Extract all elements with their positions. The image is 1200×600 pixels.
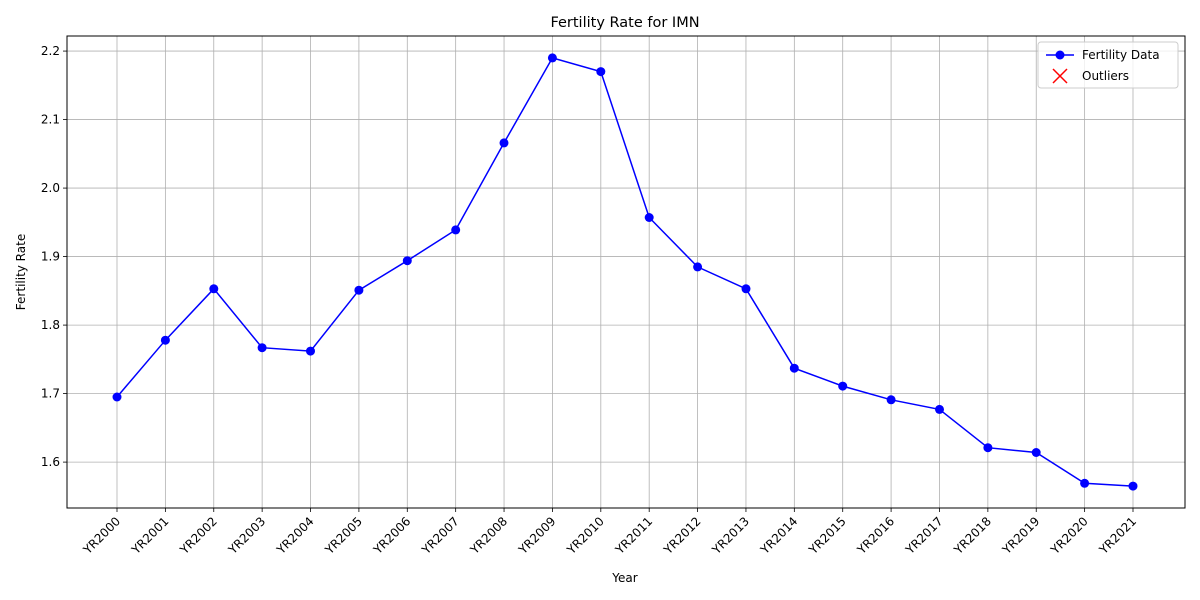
data-point	[596, 67, 606, 77]
data-point	[886, 395, 896, 405]
data-point	[644, 213, 654, 222]
y-tick-label: 2.0	[41, 181, 60, 195]
data-point	[935, 404, 944, 414]
legend-marker-icon	[1055, 50, 1065, 60]
legend-outlier-x-icon	[1052, 68, 1068, 84]
y-axis-label: Fertility Rate	[14, 234, 28, 310]
legend: Fertility Data Outliers	[1037, 41, 1179, 89]
legend-box	[1037, 41, 1179, 89]
chart-title: Fertility Rate for IMN	[550, 15, 699, 31]
data-point	[306, 346, 315, 356]
legend-label-fertility-data: Fertility Data	[1082, 48, 1160, 62]
data-point	[499, 138, 509, 148]
data-point	[741, 284, 751, 294]
data-point	[451, 225, 461, 235]
data-point	[257, 343, 267, 353]
axes-frame	[66, 35, 1186, 509]
y-tick-label: 1.9	[41, 250, 60, 264]
series-markers	[112, 53, 1138, 491]
data-point	[693, 262, 703, 272]
y-axis-ticks: 1.6 1.7 1.8 1.9 2.0 2.1 2.2	[41, 44, 67, 469]
series-line-fertility-data	[116, 57, 1134, 487]
y-tick-label: 2.1	[41, 113, 60, 127]
data-point	[354, 285, 364, 295]
data-point	[1080, 478, 1090, 488]
data-point	[160, 335, 170, 345]
data-point	[547, 53, 557, 63]
grid-lines	[67, 36, 1185, 508]
data-point	[209, 284, 219, 294]
y-tick-label: 2.2	[41, 44, 60, 58]
data-point	[1128, 481, 1138, 491]
legend-label-outliers: Outliers	[1082, 69, 1129, 83]
data-point	[789, 363, 799, 373]
data-point	[402, 256, 412, 266]
data-point	[1031, 448, 1041, 457]
data-point	[838, 381, 848, 391]
data-point	[112, 392, 122, 402]
y-tick-label: 1.7	[41, 387, 60, 401]
legend-x-mark	[1052, 68, 1068, 84]
y-tick-label: 1.8	[41, 318, 60, 332]
y-tick-label: 1.6	[41, 455, 60, 469]
data-point	[983, 443, 993, 453]
x-axis-label: Year	[611, 571, 637, 585]
